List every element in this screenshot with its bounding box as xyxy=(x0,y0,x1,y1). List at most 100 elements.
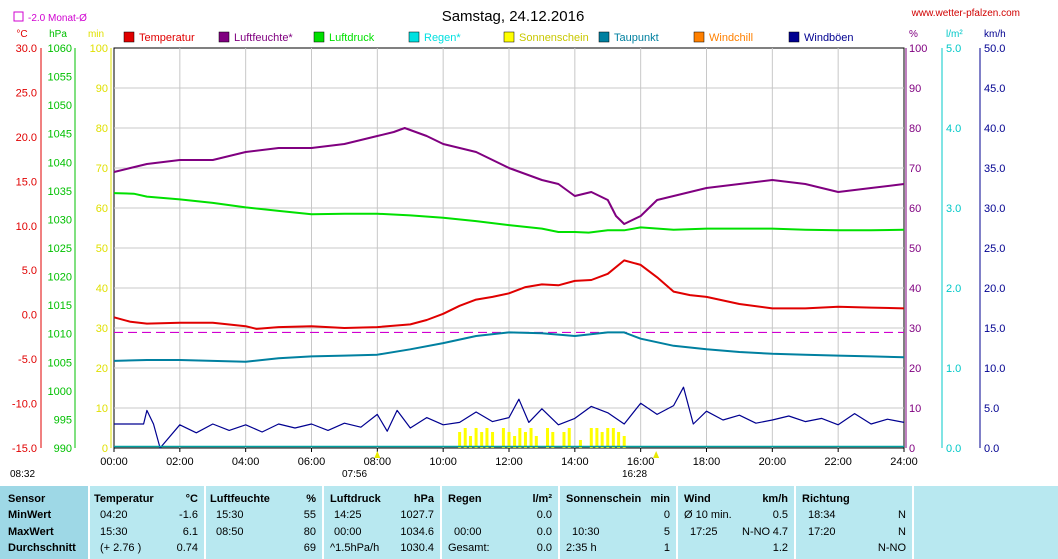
rain-tick-label: 1.0 xyxy=(946,363,961,375)
sonnenschein-max-time: 10:30 xyxy=(572,526,600,538)
chart-title: Samstag, 24.12.2016 xyxy=(442,8,585,25)
website-link[interactable]: www.wetter-pfalzen.com xyxy=(911,8,1020,19)
pressure-tick-label: 1010 xyxy=(48,329,72,341)
sonnenschein-max-value: 5 xyxy=(663,526,670,538)
wind-max-value: 4.7 xyxy=(772,526,788,538)
legend-swatch xyxy=(123,31,135,43)
x-tick-label: 12:00 xyxy=(495,456,523,468)
regen-header: Regen xyxy=(448,493,482,505)
wind-tick-label: 25.0 xyxy=(984,243,1005,255)
luftdruck-avg-value: 1030.4 xyxy=(400,542,434,554)
wind-min-note: Ø 10 min. xyxy=(684,509,732,521)
wind-unit: km/h xyxy=(762,493,788,505)
luftdruck-column: Luftdruck hPa 14:25 1027.7 00:00 1034.6 … xyxy=(324,486,440,559)
sunshine_min-tick-label: 70 xyxy=(96,163,108,175)
luftdruck-max-value: 1034.6 xyxy=(400,526,434,538)
wind-min-value: 0.5 xyxy=(772,509,788,521)
rain-tick-label: 0.0 xyxy=(946,443,961,455)
wind-max-direction: N-NO xyxy=(742,526,771,538)
sunshine-bar xyxy=(600,432,604,448)
sensor-header: Sensor xyxy=(8,493,46,505)
luftdruck-unit: hPa xyxy=(413,493,434,505)
legend-swatch xyxy=(503,31,515,43)
temperatur-max-value: 6.1 xyxy=(182,526,198,538)
temperature-tick-label: 15.0 xyxy=(16,176,37,188)
temperatur-header: Temperatur xyxy=(94,493,154,505)
wind-tick-label: 0.0 xyxy=(984,443,999,455)
minwert-label: MinWert xyxy=(8,509,52,521)
sunshine-bar xyxy=(529,428,533,448)
luftfeuchte-header: Luftfeuchte xyxy=(210,493,270,505)
sonnenschein-min-value: 0 xyxy=(663,509,670,521)
monat-legend-label: -2.0 Monat-Ø xyxy=(28,13,87,24)
pressure-tick-label: 995 xyxy=(54,414,72,426)
wind-tick-label: 40.0 xyxy=(984,123,1005,135)
sunshine-bar xyxy=(485,428,489,448)
dewpoint-line xyxy=(113,331,905,363)
x-tick-label: 18:00 xyxy=(693,456,721,468)
pressure-tick-label: 1000 xyxy=(48,386,72,398)
luftdruck-min-time: 14:25 xyxy=(334,509,362,521)
regen-min-value: 0.0 xyxy=(536,509,552,521)
x-tick-label: 06:00 xyxy=(298,456,326,468)
humidity-tick-label: 100 xyxy=(909,43,927,55)
x-tick-label: 22:00 xyxy=(824,456,852,468)
legend-label: Taupunkt xyxy=(614,32,659,44)
temperature-tick-label: 0.0 xyxy=(22,310,37,322)
legend-label: Luftdruck xyxy=(329,32,375,44)
sunshine_min-tick-label: 90 xyxy=(96,83,108,95)
sunshine-bar xyxy=(617,432,621,448)
pressure-line xyxy=(113,192,905,234)
humidity-tick-label: 10 xyxy=(909,403,921,415)
humidity-tick-label: 30 xyxy=(909,323,921,335)
legend-label: Regen* xyxy=(424,32,461,44)
pressure-tick-label: 1020 xyxy=(48,272,72,284)
pressure-unit-label: hPa xyxy=(49,29,67,40)
temperature-tick-label: 5.0 xyxy=(22,265,37,277)
pressure-tick-label: 1035 xyxy=(48,186,72,198)
temperatur-max-time: 15:30 xyxy=(100,526,128,538)
sunshine_min-tick-label: 50 xyxy=(96,243,108,255)
x-tick-label: 20:00 xyxy=(759,456,787,468)
regen-max-time: 00:00 xyxy=(454,526,482,538)
temperature-tick-label: -10.0 xyxy=(12,399,37,411)
sunshine_min-tick-label: 30 xyxy=(96,323,108,335)
wind-tick-label: 10.0 xyxy=(984,363,1005,375)
sunshine-bar xyxy=(546,428,550,448)
luftdruck-header: Luftdruck xyxy=(330,493,381,505)
wind-tick-label: 20.0 xyxy=(984,283,1005,295)
wind-avg-value: 1.2 xyxy=(772,542,788,554)
sunshine-bar xyxy=(491,432,495,448)
marker-sunset xyxy=(653,451,660,458)
axis-ticks: 00:00 02:00 04:00 06:00 08:00 10:00 12:00 14:00… xyxy=(12,29,1006,468)
durchschnitt-label: Durchschnitt xyxy=(8,542,76,554)
richtung-max-time: 17:20 xyxy=(808,526,836,538)
temperature-unit-label: °C xyxy=(16,29,27,40)
legend-label: Sonnenschein xyxy=(519,32,589,44)
pressure-tick-label: 1025 xyxy=(48,243,72,255)
sunshine_min-tick-label: 20 xyxy=(96,363,108,375)
pressure-tick-label: 1050 xyxy=(48,100,72,112)
luftfeuchte-avg-value: 69 xyxy=(303,542,316,554)
humidity-line xyxy=(113,127,905,225)
sunshine-bar xyxy=(458,432,462,448)
luftfeuchte-unit: % xyxy=(306,493,316,505)
richtung-min-time: 18:34 xyxy=(808,509,836,521)
sunshine-bar xyxy=(468,436,472,448)
sunshine-bar xyxy=(606,428,610,448)
pressure-tick-label: 1060 xyxy=(48,43,72,55)
gusts-line xyxy=(114,386,905,449)
richtung-min-value: N xyxy=(898,509,906,521)
sonnenschein-column: Sonnenschein min 0 10:30 5 2:35 h 1 xyxy=(560,486,676,559)
wind-tick-label: 35.0 xyxy=(984,163,1005,175)
rain-tick-label: 2.0 xyxy=(946,283,961,295)
wind-unit-label: km/h xyxy=(984,29,1006,40)
legend-label: Temperatur xyxy=(139,32,195,44)
sunshine-bar xyxy=(480,432,484,448)
pressure-tick-label: 1045 xyxy=(48,129,72,141)
wind-tick-label: 15.0 xyxy=(984,323,1005,335)
richtung-avg-value: N-NO xyxy=(877,542,906,554)
sunshine-bar xyxy=(589,428,593,448)
maxwert-label: MaxWert xyxy=(8,526,54,538)
luftfeuchte-min-time: 15:30 xyxy=(216,509,244,521)
